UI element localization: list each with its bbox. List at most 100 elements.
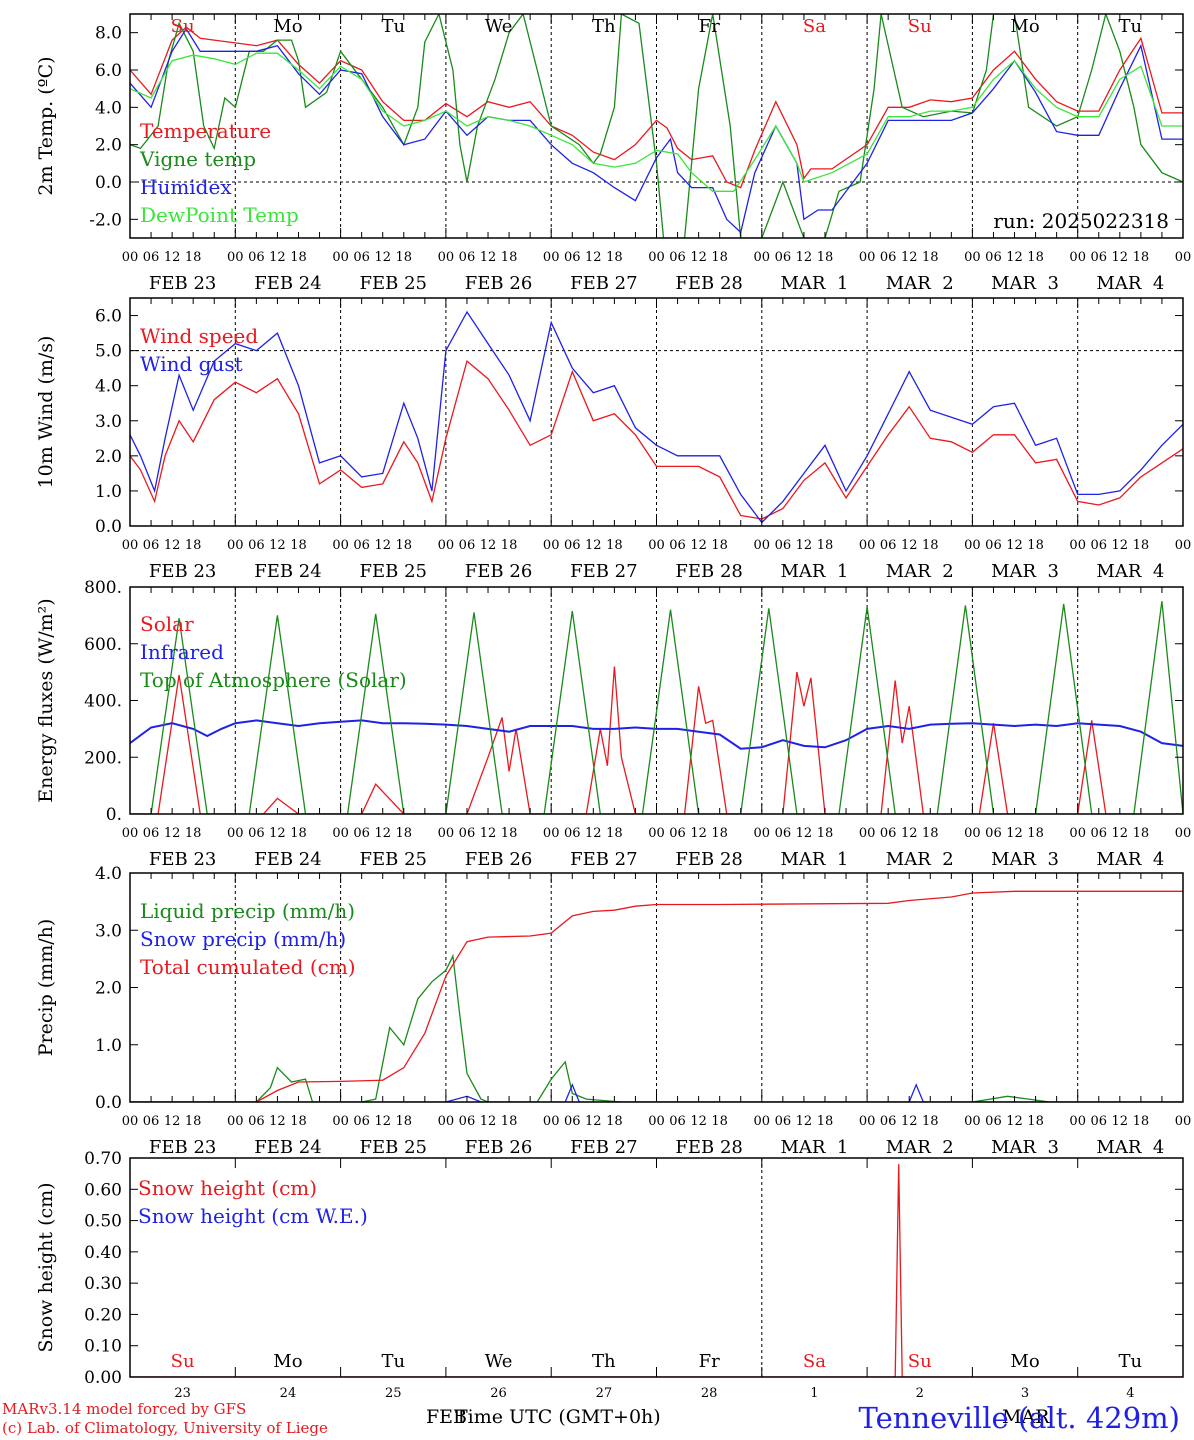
y-tick-label: 1.0 <box>95 482 122 502</box>
y-axis-title: Precip (mm/h) <box>35 919 57 1057</box>
hour-tick-label: 06 <box>985 538 1002 553</box>
date-label: FEB 26 <box>465 1137 532 1158</box>
y-tick-label: 0.70 <box>84 1149 122 1169</box>
hour-tick-label: 12 <box>374 538 391 553</box>
hour-tick-label: 12 <box>480 538 497 553</box>
series-group <box>130 890 1183 1102</box>
hour-tick-label: 06 <box>143 1114 160 1129</box>
hour-tick-label: 00 <box>332 826 349 841</box>
hour-tick-label: 00 <box>227 1114 244 1129</box>
hour-tick-label: 06 <box>459 1114 476 1129</box>
hour-tick-label: 18 <box>711 1114 728 1129</box>
date-label: MAR 1 <box>781 273 849 294</box>
weekday-label: Su <box>908 16 932 37</box>
day-number-label: 4 <box>1126 1386 1134 1401</box>
hour-tick-label: 00 <box>122 826 139 841</box>
hour-tick-label: 12 <box>1112 538 1129 553</box>
hour-tick-label: 06 <box>143 826 160 841</box>
hour-tick-label: 18 <box>290 826 307 841</box>
y-tick-label: 0.0 <box>95 1093 122 1113</box>
weekday-label: Tu <box>1119 16 1143 37</box>
date-label: FEB 27 <box>570 273 637 294</box>
hour-tick-label: 06 <box>143 538 160 553</box>
y-tick-label: 5.0 <box>95 342 122 362</box>
y-tick-label: 800. <box>84 578 122 598</box>
hour-tick-label: 06 <box>775 250 792 265</box>
hour-tick-label: 00 <box>438 250 455 265</box>
y-tick-label: 8.0 <box>95 24 122 44</box>
series-line-3 <box>130 27 1183 234</box>
hour-tick-label: 18 <box>711 250 728 265</box>
hour-tick-label: 06 <box>353 250 370 265</box>
series-group <box>130 14 1183 238</box>
hour-tick-label: 18 <box>1133 538 1150 553</box>
y-tick-label: 200. <box>84 748 122 768</box>
weekday-label: Fr <box>699 1351 720 1372</box>
legend-entry: DewPoint Temp <box>140 203 299 227</box>
date-label: MAR 2 <box>886 273 954 294</box>
date-label: FEB 26 <box>465 561 532 582</box>
series-line-1 <box>130 359 1183 520</box>
hour-tick-label: 12 <box>269 826 286 841</box>
y-tick-label: 0.0 <box>95 173 122 193</box>
day-number-label: 26 <box>490 1386 507 1401</box>
series-line-2 <box>130 14 1183 238</box>
date-label: FEB 28 <box>675 273 742 294</box>
y-tick-label: 2.0 <box>95 447 122 467</box>
hour-tick-label: 12 <box>796 1114 813 1129</box>
hour-tick-label: 12 <box>901 250 918 265</box>
weekday-label: Th <box>592 1351 616 1372</box>
hour-tick-label: 06 <box>1090 250 1107 265</box>
hour-tick-label: 18 <box>817 250 834 265</box>
series-line-2 <box>130 719 1183 750</box>
hour-tick-label: 18 <box>922 250 939 265</box>
hour-tick-label: 06 <box>248 250 265 265</box>
day-number-label: 1 <box>810 1386 818 1401</box>
hour-tick-label: 12 <box>901 826 918 841</box>
y-tick-label: 4.0 <box>95 864 122 884</box>
date-label: FEB 25 <box>360 561 427 582</box>
hour-tick-label: 18 <box>711 826 728 841</box>
date-label: MAR 3 <box>991 849 1059 870</box>
legend-entry: Vigne temp <box>139 147 256 171</box>
hour-tick-label: 06 <box>669 1114 686 1129</box>
hour-tick-label: 00 <box>964 250 981 265</box>
hour-tick-label: 00 <box>1069 1114 1086 1129</box>
y-tick-label: 2.0 <box>95 979 122 999</box>
y-axis-title: Snow height (cm) <box>35 1182 57 1352</box>
hour-tick-label: 18 <box>290 1114 307 1129</box>
date-label: FEB 25 <box>360 1137 427 1158</box>
y-tick-label: 4.0 <box>95 98 122 118</box>
hour-tick-label: 12 <box>901 538 918 553</box>
weekday-label: Mo <box>273 16 302 37</box>
credit-line-1: MARv3.14 model forced by GFS <box>2 1400 246 1418</box>
hour-tick-label: 18 <box>396 538 413 553</box>
date-label: MAR 3 <box>991 561 1059 582</box>
date-label: MAR 4 <box>1096 849 1164 870</box>
hour-tick-label: 00 <box>1069 250 1086 265</box>
hour-tick-label: 06 <box>564 538 581 553</box>
hour-tick-label: 00 <box>648 826 665 841</box>
legend-entry: Top of Atmosphere (Solar) <box>140 668 407 692</box>
hour-tick-label: 00 <box>122 538 139 553</box>
hour-tick-label: 00 <box>1175 1114 1192 1129</box>
panel-2: 0.0 1.0 2.0 3.0 4.0 5.0 6.0 10m Wind (m/s) 00 06 1… <box>35 297 1191 582</box>
hour-tick-label: 06 <box>353 1114 370 1129</box>
hour-tick-label: 18 <box>396 250 413 265</box>
date-label: MAR 3 <box>991 273 1059 294</box>
hour-tick-label: 06 <box>880 250 897 265</box>
panel-1: -2.0 0.0 2.0 4.0 6.0 8.0 2m Temp. (ºC) 00 06 12 18… <box>35 13 1192 294</box>
day-number-label: 23 <box>174 1386 191 1401</box>
hour-tick-label: 18 <box>290 250 307 265</box>
hour-tick-label: 06 <box>459 250 476 265</box>
hour-tick-label: 00 <box>648 250 665 265</box>
day-number-label: 24 <box>280 1386 297 1401</box>
y-tick-label: 4.0 <box>95 377 122 397</box>
hour-tick-label: 06 <box>353 826 370 841</box>
date-label: FEB 27 <box>570 1137 637 1158</box>
hour-tick-label: 06 <box>775 1114 792 1129</box>
hour-tick-label: 06 <box>564 250 581 265</box>
hour-tick-label: 00 <box>332 250 349 265</box>
hour-tick-label: 00 <box>1175 250 1192 265</box>
